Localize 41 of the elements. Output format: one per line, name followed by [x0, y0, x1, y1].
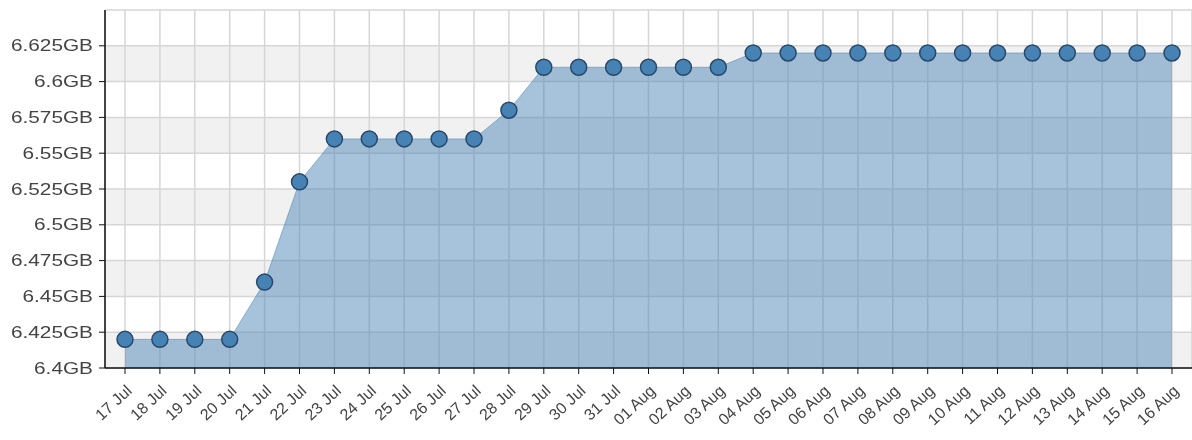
point: [1058, 44, 1077, 62]
point: [1163, 44, 1181, 62]
y-tick-label: 6.4GB: [34, 358, 93, 378]
point: [1023, 44, 1042, 62]
point: [500, 101, 518, 119]
point: [674, 58, 693, 77]
y-tick-label: 6.475GB: [10, 251, 93, 270]
point: [1128, 44, 1146, 62]
point: [988, 44, 1007, 62]
point: [779, 44, 797, 62]
point: [639, 58, 658, 77]
point: [849, 44, 867, 62]
y-tick-label: 6.45GB: [22, 287, 93, 306]
point: [220, 330, 239, 349]
point: [465, 130, 483, 148]
point: [814, 44, 832, 62]
point: [395, 130, 413, 148]
y-tick-label: 6.525GB: [10, 179, 93, 199]
y-tick-label: 6.6GB: [34, 72, 93, 91]
point: [953, 44, 972, 62]
point: [325, 130, 344, 148]
point: [430, 130, 448, 148]
point: [884, 44, 902, 62]
point: [604, 58, 623, 77]
point: [255, 273, 274, 291]
point: [186, 330, 204, 349]
point: [1093, 44, 1111, 62]
y-tick-label: 6.425GB: [10, 323, 93, 342]
point: [290, 173, 309, 191]
y-tick-label: 6.625GB: [10, 36, 93, 55]
point: [535, 58, 553, 77]
point: [918, 44, 937, 62]
point: [709, 58, 728, 77]
point: [744, 44, 762, 62]
point: [116, 330, 134, 349]
point: [151, 330, 169, 349]
point: [360, 130, 379, 148]
point: [569, 58, 588, 77]
y-tick-label: 6.575GB: [10, 108, 93, 127]
y-tick-label: 6.55GB: [22, 144, 93, 163]
y-tick-label: 6.5GB: [34, 215, 93, 234]
